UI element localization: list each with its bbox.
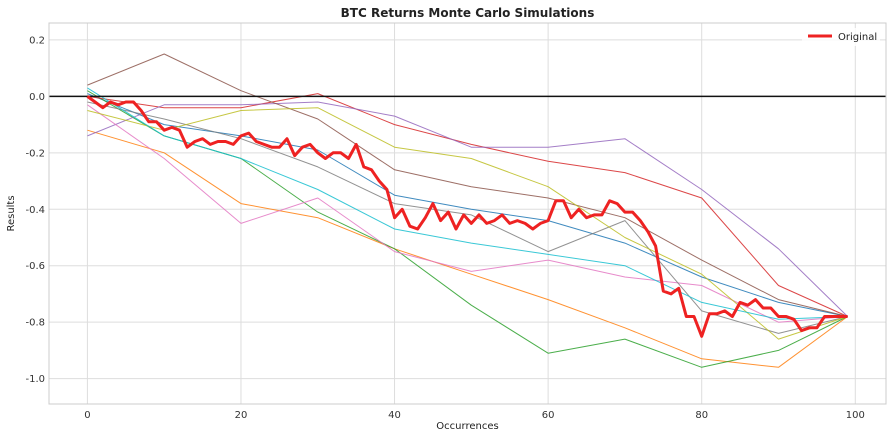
series-line-original	[86, 95, 848, 338]
chart-title: BTC Returns Monte Carlo Simulations	[341, 6, 595, 20]
y-tick-label: -0.2	[25, 148, 45, 159]
x-tick-label: 0	[84, 410, 90, 421]
y-tick-label: -1.0	[25, 374, 45, 385]
y-axis-label: Results	[6, 195, 17, 231]
series-line-simulation-6	[87, 53, 848, 317]
x-axis-label: Occurrences	[436, 421, 498, 432]
series-line-simulation-7	[87, 104, 848, 323]
x-tick-label: 60	[542, 410, 555, 421]
y-tick-label: -0.8	[25, 318, 45, 329]
x-tick-label: 40	[388, 410, 401, 421]
y-tick-label: 0.0	[29, 92, 45, 103]
series-line-simulation-10	[87, 87, 848, 320]
plot-frame	[48, 22, 887, 405]
series-line-simulation-8	[87, 101, 848, 334]
legend-box	[802, 28, 880, 46]
original-line-group	[86, 95, 848, 338]
legend-label-original: Original	[838, 32, 877, 43]
x-tick-label: 20	[235, 410, 248, 421]
series-line-simulation-1	[87, 93, 848, 317]
grid	[49, 23, 886, 404]
series-line-simulation-5	[87, 101, 848, 317]
x-tick-label: 80	[695, 410, 708, 421]
legend: Original	[802, 28, 880, 46]
y-tick-label: -0.4	[25, 205, 45, 216]
series-line-simulation-4	[87, 93, 848, 317]
y-tick-label: -0.6	[25, 261, 45, 272]
y-tick-label: 0.2	[29, 35, 45, 46]
simulation-lines	[87, 53, 848, 368]
y-axis-ticks: 0.2 0.0 -0.2 -0.4 -0.6 -0.8 -1.0	[25, 35, 45, 385]
series-line-simulation-9	[87, 107, 848, 340]
x-axis-ticks: 0 20 40 60 80 100	[84, 410, 865, 421]
series-line-simulation-3	[87, 90, 848, 368]
series-line-simulation-2	[87, 129, 848, 368]
x-tick-label: 100	[846, 410, 865, 421]
